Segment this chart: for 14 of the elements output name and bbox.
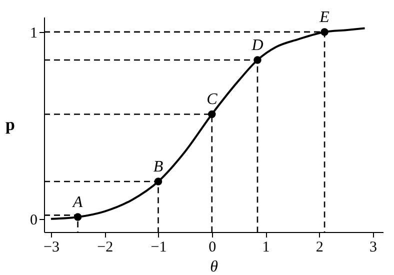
x-tick-label: 2 bbox=[316, 240, 324, 256]
y-axis-title: p bbox=[6, 115, 15, 134]
annotation: C bbox=[206, 91, 218, 108]
x-axis-title: θ bbox=[210, 258, 218, 275]
x-tick-label: −2 bbox=[97, 240, 114, 256]
x-tick-label: −1 bbox=[150, 240, 167, 256]
x-tick-label: 0 bbox=[208, 240, 216, 256]
x-tick-label: 3 bbox=[370, 240, 378, 256]
annotation: E bbox=[318, 8, 330, 26]
x-tick-label: −3 bbox=[43, 240, 60, 256]
x-tick-label: 1 bbox=[262, 240, 270, 256]
annotation: B bbox=[153, 158, 164, 176]
annotation: D bbox=[250, 37, 264, 54]
annotation: A bbox=[72, 194, 83, 212]
